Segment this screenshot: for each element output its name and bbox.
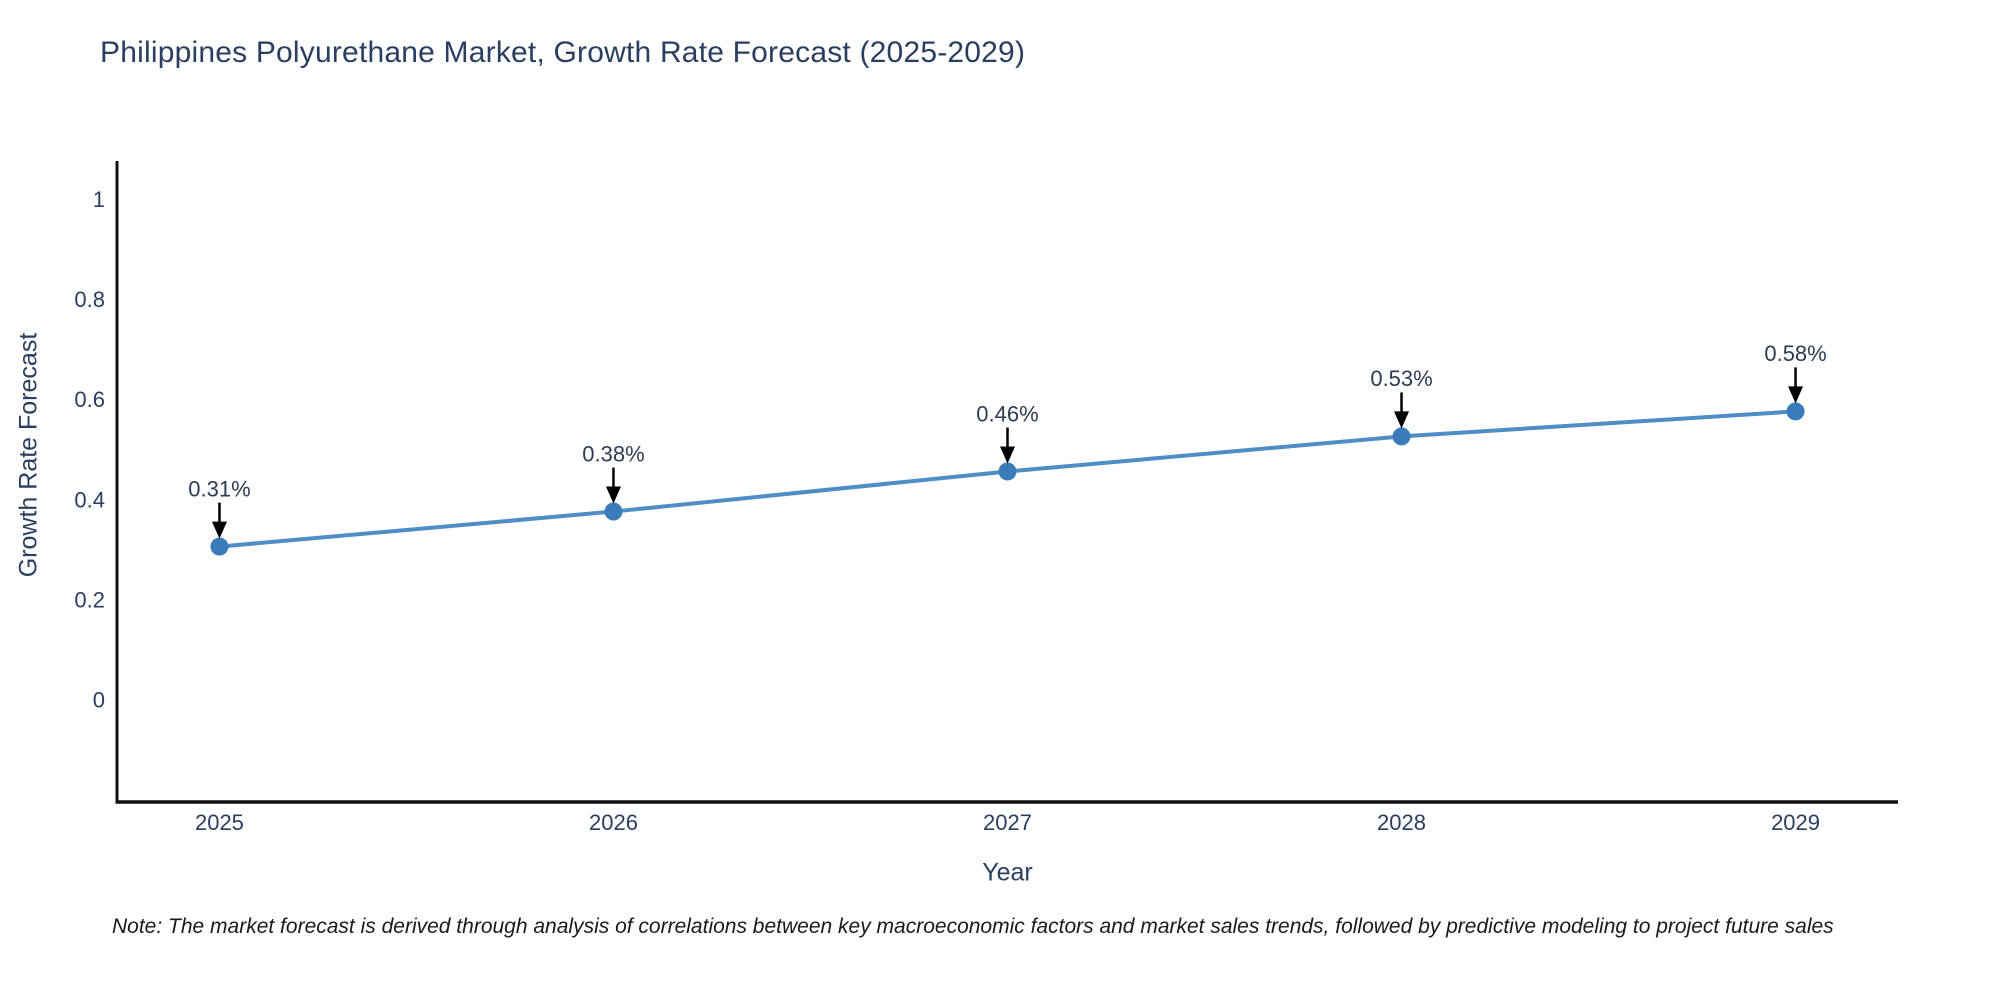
y-tick-label: 0.8 (74, 287, 105, 312)
annotation-arrow-head (1394, 411, 1410, 429)
x-tick-label: 2026 (589, 810, 638, 835)
data-point-marker (1392, 427, 1411, 446)
annotation-arrow-head (211, 521, 227, 539)
x-tick-label: 2027 (983, 810, 1032, 835)
point-annotation-label: 0.58% (1764, 341, 1826, 366)
y-tick-label: 0 (93, 688, 105, 713)
annotation-arrow-head (1788, 386, 1804, 404)
data-point-marker (1786, 402, 1805, 421)
y-tick-label: 0.6 (74, 387, 105, 412)
data-point-marker (998, 462, 1017, 481)
footnote: Note: The market forecast is derived thr… (112, 915, 1834, 938)
x-axis-title: Year (982, 859, 1033, 887)
annotation-arrow-head (605, 486, 621, 504)
y-axis-title: Growth Rate Forecast (15, 333, 43, 578)
annotation-arrow-head (1000, 446, 1015, 464)
y-tick-label: 0.4 (74, 487, 105, 512)
y-tick-label: 0.2 (74, 588, 105, 613)
point-annotation-label: 0.31% (188, 476, 250, 501)
data-point-marker (210, 537, 229, 556)
data-point-marker (604, 502, 623, 521)
y-tick-label: 1 (93, 187, 105, 212)
x-tick-label: 2025 (195, 810, 244, 835)
chart-title: Philippines Polyurethane Market, Growth … (100, 36, 1026, 69)
point-annotation-label: 0.38% (582, 441, 644, 466)
point-annotation-label: 0.53% (1370, 366, 1432, 391)
x-tick-label: 2029 (1771, 810, 1820, 835)
x-tick-label: 2028 (1377, 810, 1426, 835)
point-annotation-label: 0.46% (976, 401, 1038, 426)
